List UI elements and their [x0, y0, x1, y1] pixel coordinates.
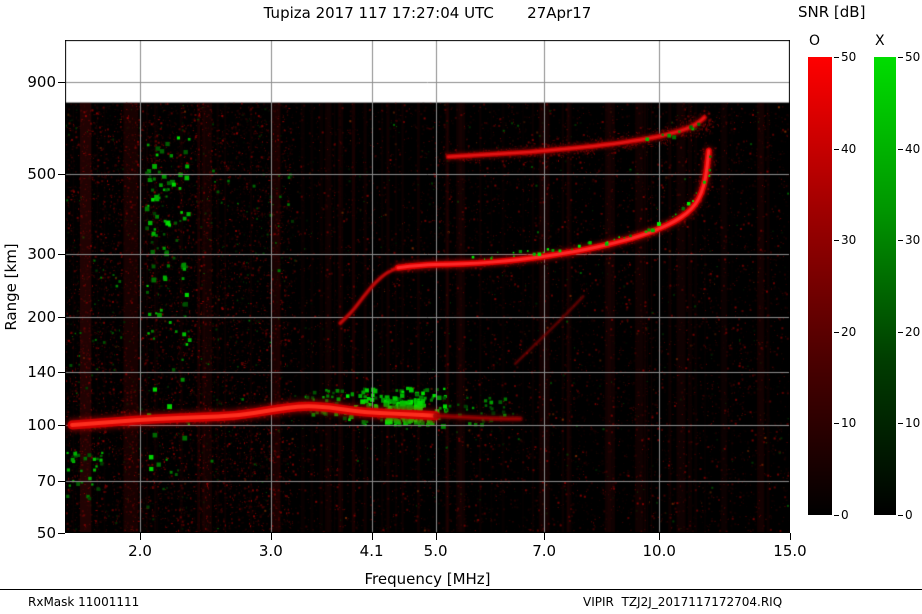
x-colorbar-tickmark	[898, 57, 903, 58]
colorbar-o-gradient	[808, 57, 832, 515]
x-axis-tickmark	[140, 533, 142, 540]
o-colorbar-tickmark	[834, 515, 839, 516]
x-colorbar-tick-label: 30	[905, 233, 921, 248]
y-axis-tickmark	[58, 480, 65, 482]
o-colorbar-tickmark	[834, 423, 839, 425]
o-colorbar-tickmark	[834, 331, 839, 333]
y-axis-tick-label: 300	[27, 244, 56, 263]
y-axis-tickmark	[58, 372, 65, 374]
x-colorbar-tickmark	[898, 148, 903, 150]
x-axis-tick-label: 10.0	[642, 542, 676, 560]
o-colorbar-tick-label: 50	[841, 50, 857, 64]
y-axis-tickmark	[58, 533, 65, 534]
colorbar-x-mode-label: X	[875, 33, 885, 49]
y-axis-tickmark	[58, 173, 65, 175]
x-axis-label: Frequency [MHz]	[364, 570, 491, 588]
o-colorbar-tick-label: 30	[841, 233, 857, 248]
x-axis-tick-label: 5.0	[423, 542, 448, 560]
plot-title: Tupiza 2017 117 17:27:04 UTC 27Apr17	[263, 4, 592, 22]
x-axis-tickmark	[790, 533, 791, 540]
y-axis-tick-label: 100	[27, 415, 56, 434]
x-colorbar-tickmark	[898, 423, 903, 425]
x-colorbar-tick-label: 20	[905, 324, 921, 339]
colorbar-o-mode-label: O	[809, 33, 821, 49]
x-axis-tickmark	[659, 533, 661, 540]
x-axis-tickmark	[371, 533, 373, 540]
x-colorbar-tick-label: 40	[905, 141, 921, 156]
x-colorbar-tickmark	[898, 515, 903, 516]
x-colorbar-tickmark	[898, 240, 903, 242]
x-axis-tick-label: 2.0	[128, 542, 152, 560]
y-axis-tick-label: 50	[36, 524, 56, 542]
colorbar-title: SNR [dB]	[798, 3, 866, 21]
x-axis-tick-label: 7.0	[532, 542, 557, 560]
y-axis-tick-label: 140	[27, 363, 56, 382]
o-colorbar-tickmark	[834, 148, 839, 150]
x-axis-tick-label: 4.1	[359, 542, 384, 560]
o-colorbar-tick-label: 40	[841, 141, 857, 156]
x-axis-tick-label: 15.0	[773, 542, 807, 560]
x-colorbar-tick-label: 10	[905, 416, 921, 431]
colorbar-x-gradient	[874, 57, 896, 515]
data-filename-text: VIPIR TZJ2J_2017117172704.RIQ	[583, 595, 783, 609]
o-colorbar-tick-label: 20	[841, 324, 857, 339]
y-axis-tick-label: 200	[27, 307, 56, 326]
ionogram-plot-canvas	[65, 40, 790, 533]
y-axis-tick-label: 500	[27, 164, 56, 183]
y-axis-tickmark	[58, 424, 65, 426]
y-axis-tick-label: 900	[27, 73, 56, 92]
rxmask-text: RxMask 11001111	[28, 595, 140, 609]
x-axis-tickmark	[544, 533, 546, 540]
y-axis-tickmark	[58, 82, 65, 84]
x-axis-tick-label: 3.0	[258, 542, 283, 560]
x-axis-tickmark	[270, 533, 272, 540]
x-colorbar-tick-label: 50	[905, 50, 921, 64]
y-axis-tickmark	[58, 316, 65, 318]
x-axis-tickmark	[435, 533, 437, 540]
o-colorbar-tickmark	[834, 240, 839, 242]
x-colorbar-tick-label: 0	[905, 508, 913, 522]
footer-divider	[0, 589, 922, 590]
x-colorbar-tickmark	[898, 331, 903, 333]
o-colorbar-tick-label: 10	[841, 416, 857, 431]
o-colorbar-tickmark	[834, 57, 839, 58]
y-axis-tick-label: 70	[36, 471, 56, 490]
o-colorbar-tick-label: 0	[841, 508, 849, 522]
y-axis-tickmark	[58, 253, 65, 255]
